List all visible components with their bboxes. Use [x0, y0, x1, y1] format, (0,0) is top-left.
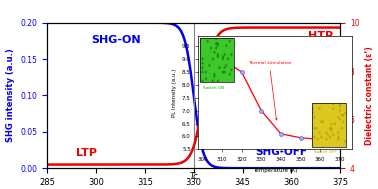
Y-axis label: SHG intensity (a.u.): SHG intensity (a.u.)	[6, 49, 15, 142]
Y-axis label: Dielectric constant (ε’): Dielectric constant (ε’)	[365, 46, 374, 145]
Text: Switch ON: Switch ON	[203, 86, 225, 90]
Text: SHG-OFF: SHG-OFF	[256, 146, 308, 156]
Text: Tc: Tc	[189, 172, 198, 181]
Text: HTP: HTP	[308, 31, 333, 41]
Bar	[312, 103, 345, 147]
Text: LTP: LTP	[76, 148, 97, 158]
Text: Thermal stimulation: Thermal stimulation	[248, 61, 291, 120]
Text: SHG-ON: SHG-ON	[91, 35, 140, 45]
Y-axis label: PL Intensity (a.u.): PL Intensity (a.u.)	[172, 68, 177, 117]
Bar	[200, 39, 234, 82]
Text: Strong
lum.: Strong lum.	[218, 51, 232, 60]
X-axis label: Temperature (K): Temperature (K)	[253, 167, 297, 173]
Text: Switch OFF: Switch OFF	[314, 150, 337, 154]
